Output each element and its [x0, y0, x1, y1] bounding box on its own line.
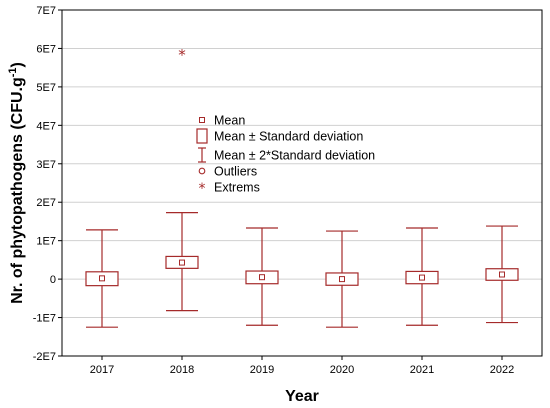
y-axis-ticks: -2E7 -1E7 0 1E7 2E7 3E7 4E7 5E7 6E7 7E7 [33, 5, 62, 363]
box-2020 [325, 230, 359, 328]
y-tick-label: 1E7 [36, 236, 56, 248]
legend-item-whisker: Mean ± 2*Standard deviation [198, 147, 375, 163]
y-axis-title-main: Nr. of phytopathogens (CFU.g [9, 77, 26, 304]
y-tick-label: 0 [50, 274, 56, 286]
box-series: * [85, 46, 519, 328]
y-tick-label: 4E7 [36, 120, 56, 132]
x-tick-label: 2019 [250, 364, 274, 376]
legend-label: Outliers [214, 165, 257, 179]
x-tick-label: 2022 [490, 364, 514, 376]
legend-item-mean: Mean [199, 114, 245, 128]
y-tick-label: 3E7 [36, 159, 56, 171]
x-tick-label: 2021 [410, 364, 434, 376]
mean-marker [339, 276, 345, 283]
legend-item-box: Mean ± Standard deviation [196, 128, 363, 144]
legend-item-outlier: Outliers [198, 165, 257, 179]
y-axis-title: Nr. of phytopathogens (CFU.g-1) [7, 62, 26, 304]
mean-marker [499, 271, 505, 278]
legend: Mean Mean ± Standard deviation Mean ± 2*St… [196, 114, 375, 198]
box-2017 [85, 229, 119, 328]
legend-label: Extrems [214, 181, 260, 195]
x-axis-title: Year [285, 388, 319, 405]
extreme-marker: * [178, 46, 186, 64]
legend-extreme-marker: * [199, 181, 206, 197]
box-2021 [405, 227, 439, 326]
y-axis-title-end: ) [9, 62, 26, 67]
grid-lines [62, 47, 542, 319]
mean-marker [179, 259, 185, 266]
mean-marker [99, 275, 105, 282]
y-tick-label: 6E7 [36, 43, 56, 55]
mean-marker [419, 274, 425, 281]
y-axis-title-superscript: -1 [7, 67, 19, 77]
legend-label: Mean ± 2*Standard deviation [214, 149, 375, 163]
y-tick-label: 2E7 [36, 197, 56, 209]
mean-marker [259, 274, 265, 281]
y-tick-label: 5E7 [36, 82, 56, 94]
box-2018 [165, 212, 199, 312]
legend-outlier-marker [198, 167, 206, 175]
legend-box-marker [196, 128, 208, 144]
legend-label: Mean [214, 114, 245, 128]
box-2019 [245, 227, 279, 326]
y-tick-label: 7E7 [36, 5, 56, 17]
x-tick-label: 2018 [170, 364, 194, 376]
plot-frame [61, 9, 543, 357]
box-2022 [485, 225, 519, 324]
legend-mean-marker [199, 117, 205, 123]
x-axis-ticks: 2017 2018 2019 2020 2021 2022 [90, 356, 514, 376]
x-tick-label: 2017 [90, 364, 114, 376]
y-tick-label: -1E7 [33, 313, 56, 325]
legend-label: Mean ± Standard deviation [214, 130, 363, 144]
y-tick-label: -2E7 [33, 351, 56, 363]
legend-item-extreme: * Extrems [199, 181, 260, 198]
x-tick-label: 2020 [330, 364, 354, 376]
